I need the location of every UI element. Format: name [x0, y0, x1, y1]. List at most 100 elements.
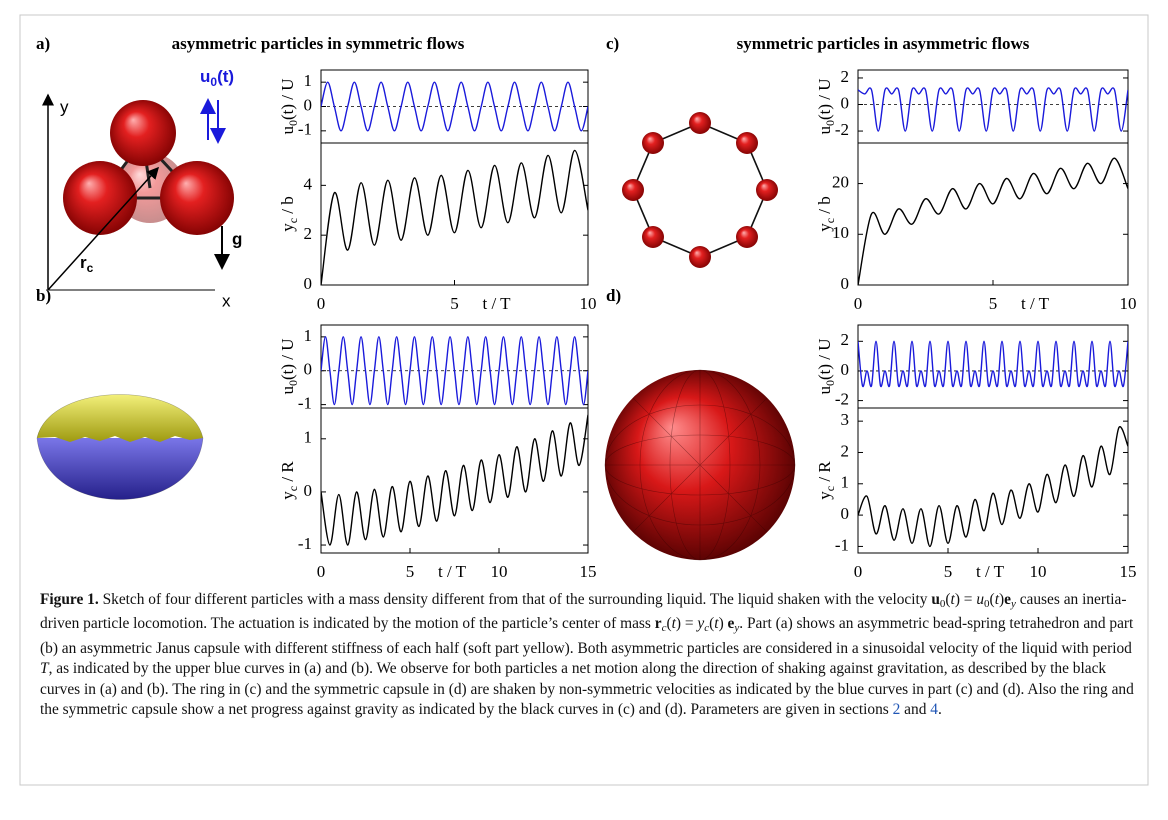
caption-text: ( — [945, 591, 951, 608]
y-tick-label: 2 — [841, 441, 850, 460]
label-part: (t) / U — [278, 338, 297, 380]
plot-frame — [857, 407, 1129, 554]
curve — [858, 157, 1128, 285]
x-axis-label: t / T — [482, 294, 511, 313]
x-tick-label: 10 — [1120, 294, 1137, 313]
x-axis-label: t / T — [976, 562, 1005, 581]
y-axis-label: u0(t) / U — [815, 78, 837, 134]
label-part: (t) / U — [815, 338, 834, 380]
y-tick-label: 10 — [832, 223, 849, 242]
y-tick-label: 0 — [841, 93, 850, 112]
caption-text: c — [661, 622, 667, 635]
figure-caption: Figure 1. Sketch of four different parti… — [40, 590, 1136, 720]
label-part: c — [286, 218, 300, 223]
x-tick-label: 0 — [317, 294, 326, 313]
y-tick-label: 1 — [304, 428, 313, 447]
chart: -2 0 2u0(t) / U — [815, 67, 1129, 144]
y-tick-label: 0 — [841, 274, 850, 293]
y-tick-label: -1 — [298, 534, 312, 553]
label-part: / b — [815, 196, 834, 218]
plot-frame — [320, 407, 589, 554]
x-tick-label: 5 — [944, 562, 953, 581]
caption-text: . — [937, 701, 942, 719]
curve — [858, 426, 1128, 548]
label-part: u — [200, 67, 210, 86]
x-tick-label: 5 — [450, 294, 459, 313]
y-axis-label: yc / R — [815, 461, 837, 500]
y-tick-label: -2 — [835, 120, 849, 139]
label-part: / R — [815, 461, 834, 486]
caption-text: T — [40, 660, 49, 678]
x-tick-label: 0 — [317, 562, 326, 581]
x-axis-label: t / T — [438, 562, 467, 581]
caption-text: r — [654, 615, 662, 633]
caption-text: Sketch of four different particles with … — [98, 591, 932, 608]
caption-text: 0 — [984, 598, 990, 610]
caption-text: . Part (a) shows an asymmetric bead-spri… — [40, 615, 1134, 657]
curve — [321, 336, 588, 406]
caption-text: ) — [998, 591, 1005, 608]
label-part: (t) / U — [278, 78, 297, 120]
caption-text: ( — [989, 591, 995, 608]
caption-text: Figure 1. — [40, 591, 99, 608]
chart: -1 0 1 2 3 0 5 10 15 t / T yc / R — [815, 407, 1137, 581]
y-axis-label: u0(t) / U — [278, 78, 300, 134]
y-axis-label: yc / R — [278, 461, 300, 500]
panel-label: b) — [36, 286, 51, 305]
caption-text: c — [704, 622, 710, 635]
curve — [321, 81, 588, 132]
label-part: 0 — [210, 75, 217, 89]
caption-text: causes an inertia-driven particle locomo… — [40, 591, 1127, 633]
y-tick-label: 1 — [841, 473, 850, 492]
y-tick-label: 0 — [841, 504, 850, 523]
y-tick-label: 4 — [304, 174, 313, 193]
y-axis-label: yc / b — [815, 196, 837, 232]
y-tick-label: 1 — [304, 326, 313, 345]
chart: 0 2 4 0 5 10 t / T yc / b — [278, 142, 597, 313]
caption-text[interactable]: 4 — [930, 701, 938, 719]
label-part: y — [815, 223, 834, 232]
label-part: 0 — [286, 380, 300, 386]
x-tick-label: 0 — [854, 294, 863, 313]
curve — [858, 340, 1128, 388]
caption-text: and — [900, 701, 931, 719]
caption-text[interactable]: 2 — [892, 701, 901, 719]
y-tick-label: 0 — [841, 360, 850, 379]
y-tick-label: 2 — [304, 224, 313, 243]
x-axis-label: t / T — [1021, 294, 1050, 313]
x-tick-label: 0 — [854, 562, 863, 581]
y-tick-label: -1 — [298, 120, 312, 139]
axis-label: x — [222, 291, 231, 310]
caption-text: t — [671, 615, 676, 633]
velocity-label: u0(t) — [200, 67, 234, 89]
y-tick-label: 1 — [304, 71, 313, 90]
x-tick-label: 10 — [580, 294, 597, 313]
label-part: / R — [278, 461, 297, 486]
y-tick-label: -1 — [298, 394, 312, 413]
y-tick-label: -1 — [835, 535, 849, 554]
caption-text: ) — [718, 615, 728, 633]
label-part: y — [278, 491, 297, 500]
x-tick-label: 15 — [1120, 562, 1137, 581]
y-axis-label: yc / b — [278, 196, 300, 232]
label-part: / b — [278, 196, 297, 218]
plot-frame — [857, 324, 1129, 409]
janus-capsule-sketch — [36, 394, 204, 500]
caption-text: e — [1004, 591, 1011, 608]
y-tick-label: 2 — [841, 67, 850, 86]
y-tick-label: 0 — [304, 95, 313, 114]
label-part: u — [815, 386, 834, 395]
x-tick-label: 5 — [406, 562, 415, 581]
caption-text: 0 — [939, 598, 946, 610]
label-part: c — [87, 261, 94, 275]
caption-text: u — [931, 591, 940, 608]
panel-label: a) — [36, 34, 50, 53]
label-part: 0 — [823, 380, 837, 386]
figure-frame — [19, 14, 1149, 786]
panel-label: d) — [606, 286, 621, 305]
label-part: u — [278, 386, 297, 395]
y-tick-label: 0 — [304, 481, 313, 500]
